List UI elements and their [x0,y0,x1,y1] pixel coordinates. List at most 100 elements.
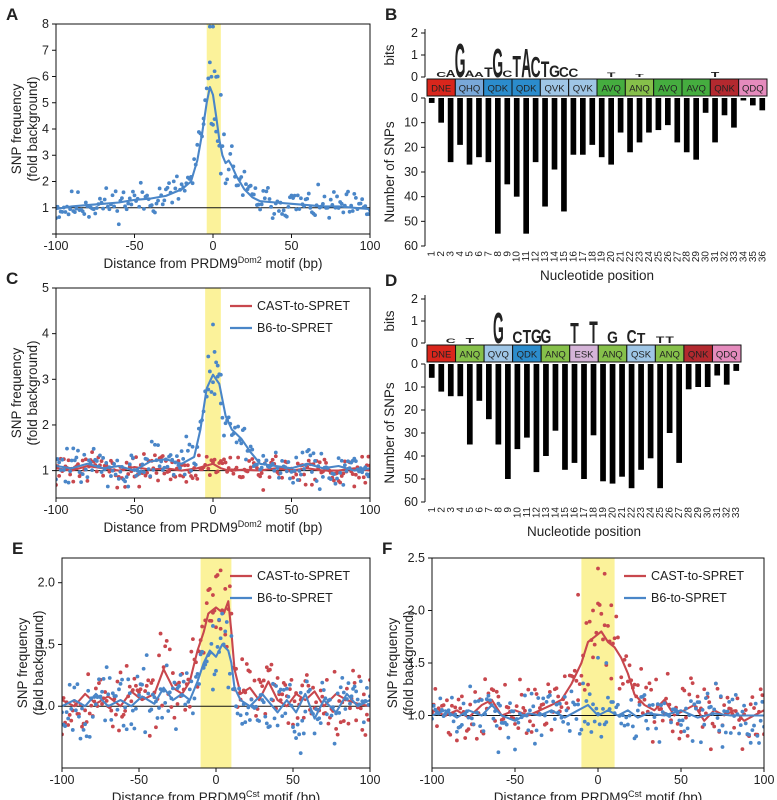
data-point [209,121,214,126]
data-point [167,181,171,186]
data-point [194,674,198,679]
data-point [114,694,118,698]
data-point [140,190,145,195]
data-point [303,709,308,714]
data-point [723,730,728,735]
panel-c: -100 -50 0 50 100 1 2 3 4 5 Distance from PRDM9Dom… [6,269,380,535]
data-point [518,677,522,682]
data-point [187,704,192,709]
data-point [99,470,104,474]
data-point [642,693,647,697]
x-axis-label-main: Distance from PRDM9 [112,790,246,800]
y-tick-label: 5 [42,281,49,295]
data-point [174,174,179,179]
data-point [300,450,305,455]
data-point [333,481,338,486]
data-point [105,484,110,489]
x-tick-label: 26 [665,507,676,519]
y-tick-label: 50 [404,472,418,486]
data-point [220,415,225,420]
bar [685,364,692,390]
data-point [652,715,657,720]
data-point [564,708,569,713]
data-point [584,621,589,625]
aa-box-label: AVQ [658,84,677,95]
data-point [458,706,463,711]
data-point [597,603,602,607]
data-point [135,674,140,679]
aa-box-label: QVK [573,84,594,95]
data-point [294,472,299,477]
data-point [501,716,506,721]
data-point [227,584,232,589]
data-point [473,699,478,704]
data-point [332,741,337,746]
data-point [335,732,340,737]
data-point [670,729,675,734]
data-point [84,734,89,739]
data-point [295,722,300,727]
x-tick-label: 25 [655,507,666,519]
data-point [163,644,168,649]
data-point [738,723,743,728]
data-point [247,459,252,463]
data-point [346,681,351,686]
data-point [479,698,484,702]
data-point [317,460,322,465]
bar [693,98,699,160]
data-point [172,715,177,720]
data-point [107,676,112,680]
data-point [217,617,221,622]
data-point [62,696,66,700]
data-point [365,685,369,690]
data-point [239,441,244,446]
data-point [300,718,305,723]
data-point [360,728,365,732]
data-point [321,688,326,692]
x-tick-label: 1 [427,507,438,513]
y-tick-label: 30 [404,426,418,440]
data-point [519,692,524,697]
data-point [87,215,91,219]
x-tick-label: 26 [663,251,674,263]
data-point [341,690,346,695]
data-point [572,668,577,673]
data-point [134,455,138,460]
data-point [562,695,567,699]
data-point [118,681,123,686]
data-point [250,457,255,461]
data-point [190,476,195,481]
bar [428,98,435,103]
data-point [164,638,169,643]
data-point [244,711,249,716]
data-point [118,670,123,675]
data-point [204,601,209,606]
data-point [170,200,175,205]
data-point [98,196,102,201]
trend-line [62,643,370,720]
data-point [244,457,248,462]
data-point [288,682,292,687]
x-axis-label: Distance from PRDM9Dom2 motif (bp) [103,519,322,535]
data-point [361,720,366,725]
bar [523,98,529,234]
data-point [481,729,486,734]
data-point [324,677,329,682]
data-point [281,688,286,692]
data-point [102,197,107,202]
bar [628,364,635,489]
data-point [584,699,589,703]
data-point [283,711,288,716]
data-point [684,715,688,720]
bar [476,98,482,158]
data-point [551,699,556,704]
aa-box-label: QDK [488,84,509,95]
data-point [235,711,240,716]
data-point [86,672,91,677]
y-tick-label: 2 [42,175,49,189]
data-point [352,191,357,196]
data-point [131,189,135,194]
data-point [624,715,629,720]
data-point [318,721,323,726]
data-point [80,724,84,729]
